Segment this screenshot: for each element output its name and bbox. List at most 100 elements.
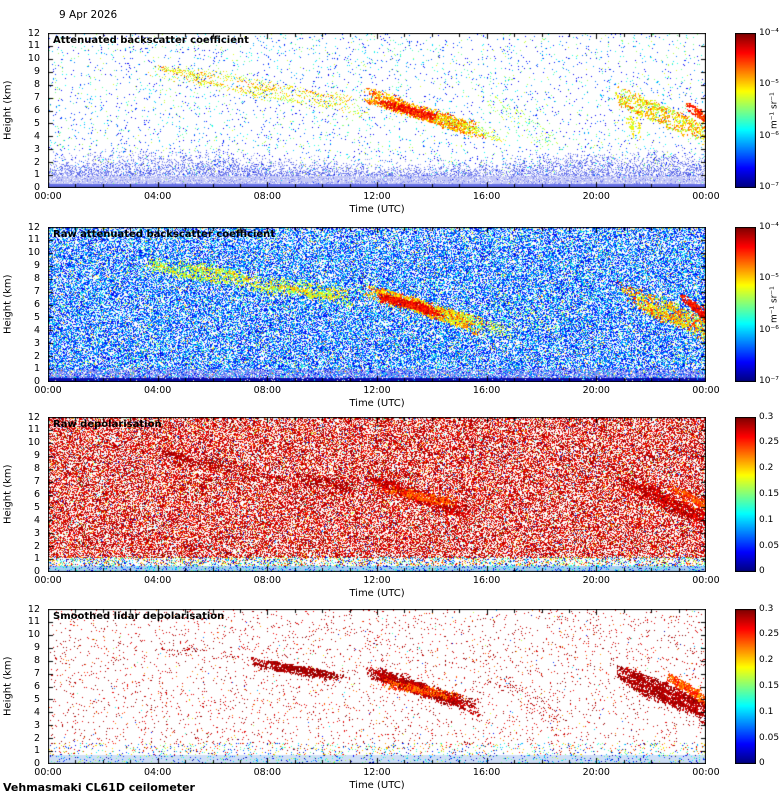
- tick-label: 1: [33, 745, 40, 757]
- tick-label: 11: [27, 424, 40, 436]
- tick-label: 8: [33, 655, 40, 667]
- x-axis-tick-labels: 00:00 04:00 08:00 12:00 16:00 20:00 00:00: [31, 767, 723, 779]
- tick-label: 6: [33, 680, 40, 692]
- x-axis-label: Time (UTC): [349, 588, 405, 599]
- tick-label: 12: [27, 411, 40, 423]
- tick-label: 0.2: [759, 655, 774, 666]
- tick-label: 0: [759, 566, 765, 577]
- tick-label: 12: [27, 27, 40, 39]
- tick-label: 6: [33, 298, 40, 310]
- tick-label: 11: [27, 234, 40, 246]
- panel-attenuated-backscatter: Height (km) 12 11 10 9 8 7 6 5 4 3 2 1 0 Attenuated …: [0, 28, 780, 233]
- tick-label: 04:00: [143, 191, 172, 202]
- tick-label: 10: [27, 437, 40, 449]
- colorbar-tick-labels: 0.3 0.25 0.2 0.15 0.1 0.05 0: [759, 412, 779, 578]
- tick-label: 11: [27, 40, 40, 52]
- tick-label: 00:00: [692, 191, 720, 202]
- heatmap-attenuated-backscatter: [48, 33, 706, 188]
- heatmap-raw-attenuated-backscatter: [48, 227, 706, 382]
- tick-label: 08:00: [253, 385, 281, 396]
- tick-label: 5: [33, 501, 40, 513]
- panel-title: Attenuated backscatter coefficient: [53, 35, 249, 46]
- tick-label: 00:00: [692, 767, 720, 778]
- tick-label: 1: [33, 553, 40, 565]
- panel-title: Smoothed lidar depolarisation: [53, 611, 225, 622]
- tick-label: 0: [33, 758, 40, 770]
- tick-label: 12:00: [363, 767, 391, 778]
- tick-label: 10⁻⁴: [759, 221, 779, 232]
- tick-label: 4: [33, 324, 40, 336]
- tick-label: 9: [33, 450, 40, 462]
- y-axis-tick-labels: 12 11 10 9 8 7 6 5 4 3 2 1 0: [14, 604, 44, 770]
- tick-label: 6: [33, 104, 40, 116]
- tick-label: 10⁻⁶: [759, 324, 779, 335]
- tick-label: 8: [33, 273, 40, 285]
- x-axis-label: Time (UTC): [349, 780, 405, 791]
- tick-label: 00:00: [692, 575, 720, 586]
- tick-label: 0.05: [759, 540, 780, 551]
- tick-label: 7: [33, 92, 40, 104]
- tick-label: 8: [33, 79, 40, 91]
- instrument-label: Vehmasmaki CL61D ceilometer: [3, 781, 195, 794]
- tick-label: 0: [33, 566, 40, 578]
- colorbar-tick-labels: 10⁻⁴ 10⁻⁵ 10⁻⁶ 10⁻⁷: [759, 28, 779, 194]
- tick-label: 16:00: [472, 575, 501, 586]
- tick-label: 04:00: [143, 385, 172, 396]
- tick-label: 0.2: [759, 463, 774, 474]
- tick-label: 08:00: [253, 191, 281, 202]
- panel-title: Raw depolarisation: [53, 419, 162, 430]
- tick-label: 3: [33, 527, 40, 539]
- x-axis-label: Time (UTC): [349, 398, 405, 409]
- tick-label: 08:00: [253, 767, 281, 778]
- tick-label: 10: [27, 53, 40, 65]
- y-axis-label: Height (km): [2, 464, 14, 525]
- colorbar: [735, 417, 756, 572]
- tick-label: 04:00: [143, 767, 172, 778]
- tick-label: 04:00: [143, 575, 172, 586]
- tick-label: 3: [33, 719, 40, 731]
- panel-title: Raw attenuated backscatter coefficient: [53, 229, 276, 240]
- tick-label: 12: [27, 221, 40, 233]
- colorbar-tick-labels: 10⁻⁴ 10⁻⁵ 10⁻⁶ 10⁻⁷: [759, 222, 779, 388]
- tick-label: 5: [33, 311, 40, 323]
- tick-label: 10⁻⁴: [759, 27, 779, 38]
- panel-raw-depolarisation: Height (km) 12 11 10 9 8 7 6 5 4 3 2 1 0 Raw depolar…: [0, 412, 780, 617]
- tick-label: 10: [27, 247, 40, 259]
- tick-label: 10⁻⁷: [759, 182, 779, 193]
- tick-label: 00:00: [34, 767, 62, 778]
- heatmap-raw-depolarisation: [48, 417, 706, 572]
- tick-label: 4: [33, 130, 40, 142]
- x-axis-tick-labels: 00:00 04:00 08:00 12:00 16:00 20:00 00:00: [31, 575, 723, 587]
- tick-label: 20:00: [582, 191, 610, 202]
- tick-label: 12:00: [363, 575, 391, 586]
- tick-label: 12: [27, 603, 40, 615]
- tick-label: 2: [33, 732, 40, 744]
- tick-label: 11: [27, 616, 40, 628]
- tick-label: 0.05: [759, 732, 780, 743]
- tick-label: 7: [33, 668, 40, 680]
- heatmap-smoothed-depolarisation: [48, 609, 706, 764]
- tick-label: 1: [33, 363, 40, 375]
- tick-label: 0.1: [759, 706, 774, 717]
- y-axis-label: Height (km): [2, 274, 14, 335]
- tick-label: 9: [33, 642, 40, 654]
- tick-label: 00:00: [692, 385, 720, 396]
- tick-label: 00:00: [34, 575, 62, 586]
- tick-label: 8: [33, 463, 40, 475]
- tick-label: 00:00: [34, 191, 62, 202]
- colorbar-tick-labels: 0.3 0.25 0.2 0.15 0.1 0.05 0: [759, 604, 779, 770]
- tick-label: 10: [27, 629, 40, 641]
- colorbar: [735, 33, 756, 188]
- tick-label: 2: [33, 350, 40, 362]
- tick-label: 16:00: [472, 191, 501, 202]
- tick-label: 10⁻⁵: [759, 273, 779, 284]
- tick-label: 10⁻⁷: [759, 376, 779, 387]
- tick-label: 00:00: [34, 385, 62, 396]
- tick-label: 7: [33, 476, 40, 488]
- tick-label: 5: [33, 117, 40, 129]
- tick-label: 16:00: [472, 385, 501, 396]
- tick-label: 0: [759, 758, 765, 769]
- tick-label: 12:00: [363, 191, 391, 202]
- y-axis-tick-labels: 12 11 10 9 8 7 6 5 4 3 2 1 0: [14, 222, 44, 388]
